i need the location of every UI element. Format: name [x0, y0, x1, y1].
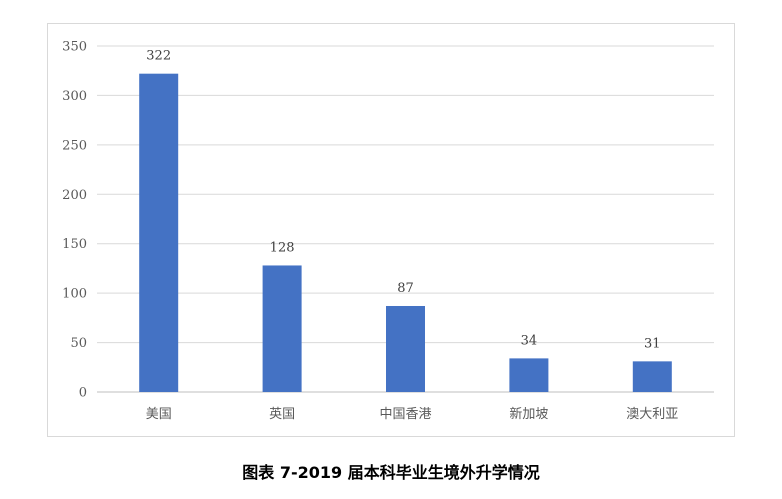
chart-caption: 图表 7-2019 届本科毕业生境外升学情况	[242, 463, 540, 482]
bar	[386, 305, 425, 392]
x-category-label: 澳大利亚	[626, 406, 678, 422]
data-label: 87	[397, 281, 414, 296]
bar	[509, 358, 549, 392]
chart-frame	[47, 23, 735, 437]
data-label: 128	[270, 240, 295, 255]
y-tick-label: 300	[62, 89, 87, 104]
bar	[262, 265, 302, 392]
data-label: 31	[644, 336, 661, 351]
bar	[632, 361, 672, 392]
data-label: 34	[521, 333, 538, 348]
y-tick-label: 350	[62, 40, 87, 55]
x-category-label: 英国	[269, 407, 295, 422]
bar	[139, 73, 179, 393]
x-category-label: 美国	[146, 407, 172, 422]
y-tick-label: 250	[62, 138, 87, 153]
data-label: 322	[146, 49, 171, 64]
y-tick-label: 50	[70, 336, 87, 351]
y-tick-label: 150	[62, 237, 87, 252]
y-tick-label: 100	[62, 287, 87, 302]
y-tick-label: 0	[79, 386, 87, 401]
x-category-label: 中国香港	[379, 407, 431, 422]
bar-chart: 0 50 100 150 200 250 300 350 322 美国 128 英国 87 中国香港 34 新…	[62, 40, 714, 422]
y-tick-label: 200	[62, 188, 87, 203]
x-category-label: 新加坡	[509, 406, 548, 422]
